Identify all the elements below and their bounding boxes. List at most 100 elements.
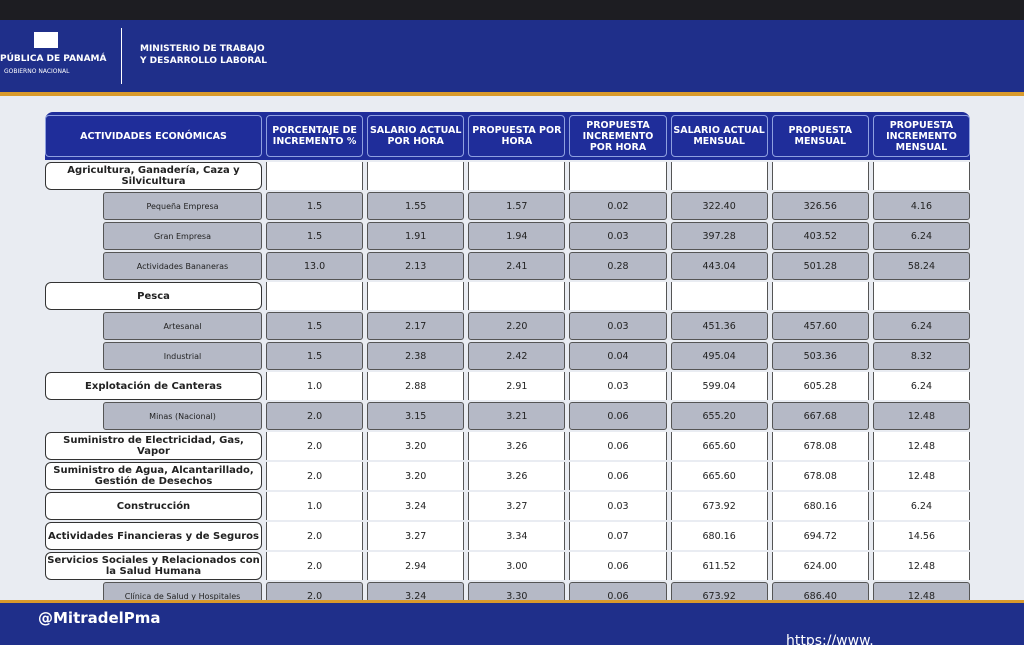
- activity: Gran Empresa: [103, 222, 262, 250]
- table-row: Construcción 1.0 3.24 3.27 0.03 673.92 680.16 6…: [45, 492, 970, 520]
- value: 397.28: [670, 222, 768, 250]
- separator: [121, 28, 122, 84]
- value: 1.0: [266, 372, 364, 400]
- value: 605.28: [771, 372, 869, 400]
- value: 0.07: [569, 522, 667, 550]
- bezel: [0, 0, 1024, 20]
- social-handle: @MitradelPma: [38, 609, 161, 627]
- activity: Actividades Financieras y de Seguros: [45, 522, 262, 550]
- table-row: Pesca: [45, 282, 970, 310]
- value: 6.24: [872, 222, 970, 250]
- value: 12.48: [872, 402, 970, 430]
- value: 12.48: [872, 432, 970, 460]
- table-row: Minas (Nacional) 2.0 3.15 3.21 0.06 655.20 667…: [45, 402, 970, 430]
- value: 2.91: [468, 372, 566, 400]
- footer: @MitradelPma https://www.: [0, 600, 1024, 645]
- value: 2.13: [367, 252, 465, 280]
- value: 0.03: [569, 222, 667, 250]
- column-header: PROPUESTA INCREMENTO POR HORA: [569, 115, 667, 157]
- empty-cell: [670, 162, 768, 190]
- value: 665.60: [670, 432, 768, 460]
- empty-cell: [569, 162, 667, 190]
- value: 1.5: [266, 192, 364, 220]
- value: 451.36: [670, 312, 768, 340]
- ministry: MINISTERIO DE TRABAJO: [140, 44, 265, 54]
- value: 3.00: [468, 552, 566, 580]
- value: 2.0: [266, 402, 364, 430]
- empty-cell: [468, 282, 566, 310]
- column-header: SALARIO ACTUAL POR HORA: [367, 115, 465, 157]
- column-header: SALARIO ACTUAL MENSUAL: [670, 115, 768, 157]
- table-row: Pequeña Empresa 1.5 1.55 1.57 0.02 322.40 326.…: [45, 192, 970, 220]
- table-row: Actividades Bananeras 13.0 2.13 2.41 0.28 443…: [45, 252, 970, 280]
- value: 0.03: [569, 492, 667, 520]
- value: 694.72: [771, 522, 869, 550]
- activity: Suministro de Agua, Alcantarillado, Gest…: [45, 462, 262, 490]
- column-header: PROPUESTA INCREMENTO MENSUAL: [872, 115, 970, 157]
- value: 13.0: [266, 252, 364, 280]
- value: 3.26: [468, 432, 566, 460]
- value: 501.28: [771, 252, 869, 280]
- value: 503.36: [771, 342, 869, 370]
- value: 2.88: [367, 372, 465, 400]
- value: 0.02: [569, 192, 667, 220]
- value: 2.0: [266, 522, 364, 550]
- activity: Artesanal: [103, 312, 262, 340]
- value: 2.0: [266, 462, 364, 490]
- table-row: Suministro de Agua, Alcantarillado, Gest…: [45, 462, 970, 490]
- activity: Servicios Sociales y Relacionados con la…: [45, 552, 262, 580]
- value: 611.52: [670, 552, 768, 580]
- column-header: PORCENTAJE DE INCREMENTO %: [266, 115, 364, 157]
- table-row: Suministro de Electricidad, Gas, Vapor 2.…: [45, 432, 970, 460]
- value: 1.5: [266, 222, 364, 250]
- value: 2.38: [367, 342, 465, 370]
- value: 0.06: [569, 402, 667, 430]
- value: 680.16: [670, 522, 768, 550]
- empty-cell: [771, 162, 869, 190]
- empty-cell: [266, 162, 364, 190]
- value: 4.16: [872, 192, 970, 220]
- value: 6.24: [872, 312, 970, 340]
- value: 3.27: [468, 492, 566, 520]
- value: 0.04: [569, 342, 667, 370]
- value: 457.60: [771, 312, 869, 340]
- value: 2.41: [468, 252, 566, 280]
- value: 2.42: [468, 342, 566, 370]
- value: 322.40: [670, 192, 768, 220]
- value: 0.06: [569, 462, 667, 490]
- activity: Construcción: [45, 492, 262, 520]
- empty-cell: [771, 282, 869, 310]
- activity: Explotación de Canteras: [45, 372, 262, 400]
- value: 1.57: [468, 192, 566, 220]
- ministry: Y DESARROLLO LABORAL: [140, 56, 268, 66]
- column-header: ACTIVIDADES ECONÓMICAS: [45, 115, 262, 157]
- value: 443.04: [670, 252, 768, 280]
- empty-cell: [468, 162, 566, 190]
- value: 3.21: [468, 402, 566, 430]
- value: 599.04: [670, 372, 768, 400]
- government: GOBIERNO NACIONAL: [4, 68, 70, 75]
- value: 0.03: [569, 372, 667, 400]
- activity: Pesca: [45, 282, 262, 310]
- empty-cell: [670, 282, 768, 310]
- activity: Agricultura, Ganadería, Caza y Silvicult…: [45, 162, 262, 190]
- value: 624.00: [771, 552, 869, 580]
- value: 0.06: [569, 552, 667, 580]
- activity: Minas (Nacional): [103, 402, 262, 430]
- table: ACTIVIDADES ECONÓMICAS PORCENTAJE DE INCR…: [45, 112, 970, 610]
- value: 667.68: [771, 402, 869, 430]
- value: 6.24: [872, 492, 970, 520]
- url: https://www.: [786, 633, 874, 645]
- column-header: PROPUESTA POR HORA: [468, 115, 566, 157]
- value: 3.26: [468, 462, 566, 490]
- value: 1.5: [266, 342, 364, 370]
- country: PÚBLICA DE PANAMÁ: [0, 54, 107, 64]
- value: 655.20: [670, 402, 768, 430]
- table-row: Servicios Sociales y Relacionados con la…: [45, 552, 970, 580]
- value: 1.5: [266, 312, 364, 340]
- value: 3.15: [367, 402, 465, 430]
- value: 1.55: [367, 192, 465, 220]
- flag: [34, 32, 58, 48]
- activity: Suministro de Electricidad, Gas, Vapor: [45, 432, 262, 460]
